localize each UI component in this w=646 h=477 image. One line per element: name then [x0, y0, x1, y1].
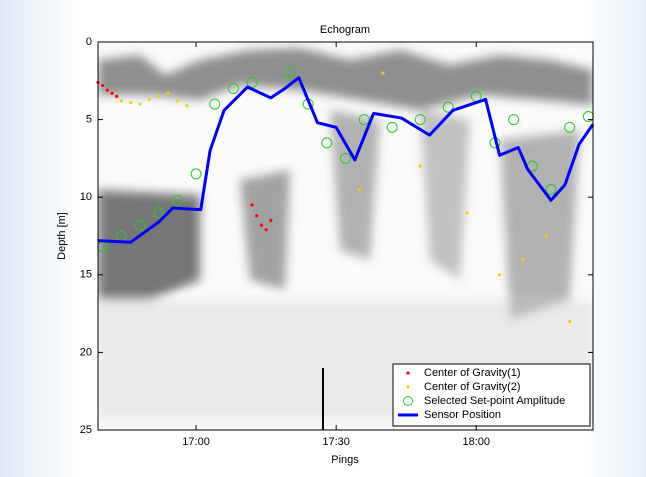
- y-axis-label: Depth [m]: [56, 212, 68, 260]
- point: [153, 207, 165, 219]
- point: [115, 94, 119, 98]
- point: [381, 71, 385, 75]
- point: [147, 97, 151, 102]
- x-tick-label: 17:00: [182, 436, 210, 448]
- point: [227, 83, 239, 95]
- point: [321, 137, 333, 149]
- point: [185, 104, 189, 108]
- y-tick-label: 20: [80, 346, 92, 358]
- x-axis-label: Pings: [331, 454, 359, 466]
- plot-frame: [97, 41, 594, 431]
- legend-label: Center of Gravity(1): [424, 367, 521, 379]
- point: [508, 114, 520, 126]
- point: [544, 234, 548, 238]
- point: [190, 168, 202, 180]
- point: [157, 94, 161, 98]
- legend-swatch: [406, 371, 410, 375]
- point: [134, 219, 146, 231]
- point: [498, 273, 502, 277]
- point: [264, 228, 268, 232]
- x-tick-label: 18:00: [462, 436, 490, 448]
- point: [564, 121, 576, 133]
- point: [101, 83, 105, 88]
- x-tick-label: 17:30: [322, 436, 350, 448]
- point: [545, 183, 557, 195]
- legend-label: Sensor Position: [424, 409, 501, 421]
- y-tick-label: 5: [86, 114, 92, 126]
- y-tick-label: 10: [80, 191, 92, 203]
- echogram-image: [98, 48, 593, 420]
- legend-label: Selected Set-point Amplitude: [424, 395, 565, 407]
- y-tick-label: 15: [80, 269, 92, 281]
- legend: [392, 363, 591, 427]
- chart-title: Echogram: [320, 24, 370, 36]
- point: [119, 99, 123, 103]
- point: [250, 203, 254, 207]
- point: [442, 101, 454, 113]
- legend-swatch: [403, 396, 413, 406]
- point: [255, 214, 259, 218]
- point: [521, 257, 525, 261]
- point: [175, 99, 179, 103]
- legend-swatch: [406, 385, 410, 389]
- point: [166, 91, 170, 95]
- point: [358, 114, 370, 126]
- y-tick-label: 0: [86, 36, 92, 48]
- point: [568, 319, 572, 323]
- point: [129, 100, 133, 105]
- point: [259, 223, 264, 227]
- line: [97, 76, 595, 244]
- point: [246, 76, 258, 88]
- point: [209, 98, 221, 110]
- point: [465, 211, 469, 215]
- point: [357, 187, 362, 192]
- legend-label: Center of Gravity(2): [424, 381, 521, 393]
- y-tick-label: 25: [80, 424, 92, 436]
- point: [171, 194, 183, 206]
- point: [110, 91, 114, 95]
- point: [386, 121, 398, 133]
- point: [340, 152, 351, 164]
- point: [283, 67, 295, 79]
- point: [105, 88, 109, 92]
- point: [418, 164, 422, 168]
- point: [414, 114, 426, 126]
- point: [269, 218, 273, 223]
- point: [138, 102, 142, 106]
